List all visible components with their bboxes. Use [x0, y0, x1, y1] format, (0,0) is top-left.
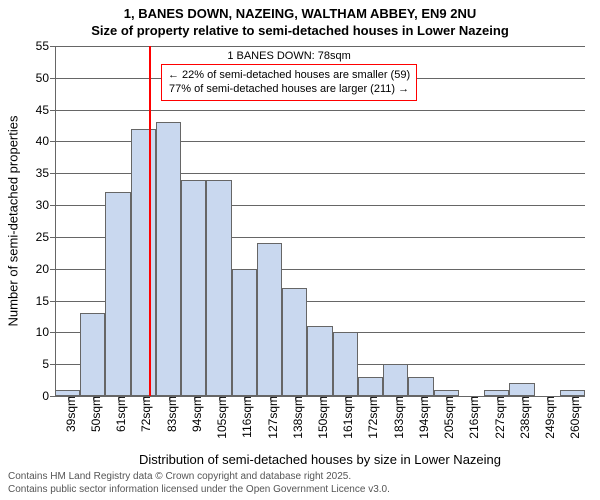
xtick-label: 194sqm [411, 396, 431, 439]
histogram-bar [358, 377, 383, 396]
xtick-label: 260sqm [562, 396, 582, 439]
ytick-label: 10 [36, 325, 55, 339]
xtick-label: 183sqm [386, 396, 406, 439]
xtick-label: 138sqm [285, 396, 305, 439]
histogram-bar [206, 180, 231, 396]
histogram-bar [80, 313, 105, 396]
ytick-label: 40 [36, 134, 55, 148]
ytick-label: 0 [42, 389, 55, 403]
gridline [55, 110, 585, 111]
xtick-label: 105sqm [209, 396, 229, 439]
attribution-footer: Contains HM Land Registry data © Crown c… [8, 471, 390, 496]
xtick-label: 50sqm [83, 396, 103, 432]
annotation-line: 77% of semi-detached houses are larger (… [168, 82, 410, 96]
histogram-bar [307, 326, 332, 396]
y-axis-line [55, 46, 56, 396]
ytick-label: 35 [36, 166, 55, 180]
title-line-1: 1, BANES DOWN, NAZEING, WALTHAM ABBEY, E… [0, 6, 600, 23]
marker-line [149, 46, 151, 396]
y-axis-label: Number of semi-detached properties [6, 116, 21, 327]
annotation-box: ← 22% of semi-detached houses are smalle… [161, 64, 417, 101]
annotation-wrap: 1 BANES DOWN: 78sqm ← 22% of semi-detache… [161, 50, 417, 101]
xtick-label: 205sqm [436, 396, 456, 439]
xtick-label: 116sqm [234, 396, 254, 438]
histogram-bar [509, 383, 534, 396]
histogram-bar [181, 180, 206, 396]
x-axis-line [55, 396, 585, 397]
histogram-bar [257, 243, 282, 396]
xtick-label: 172sqm [360, 396, 380, 439]
xtick-label: 238sqm [512, 396, 532, 439]
footer-line-2: Contains public sector information licen… [8, 484, 390, 497]
histogram-bar [282, 288, 307, 396]
ytick-label: 15 [36, 294, 55, 308]
xtick-label: 94sqm [184, 396, 204, 432]
histogram-bar [232, 269, 257, 396]
xtick-label: 249sqm [537, 396, 557, 439]
chart-title: 1, BANES DOWN, NAZEING, WALTHAM ABBEY, E… [0, 0, 600, 40]
ytick-label: 55 [36, 39, 55, 53]
histogram-bar [383, 364, 408, 396]
histogram-bar [333, 332, 358, 396]
annotation-title: 1 BANES DOWN: 78sqm [161, 50, 417, 62]
xtick-label: 161sqm [335, 396, 355, 439]
xtick-label: 61sqm [108, 396, 128, 432]
ytick-label: 5 [42, 357, 55, 371]
ytick-label: 50 [36, 71, 55, 85]
xtick-label: 216sqm [461, 396, 481, 439]
annotation-line: ← 22% of semi-detached houses are smalle… [168, 68, 410, 82]
ytick-label: 25 [36, 230, 55, 244]
xtick-label: 127sqm [260, 396, 280, 439]
footer-line-1: Contains HM Land Registry data © Crown c… [8, 471, 390, 484]
histogram-bar [156, 122, 181, 396]
xtick-label: 227sqm [487, 396, 507, 439]
histogram-bar [105, 192, 130, 396]
ytick-label: 30 [36, 198, 55, 212]
gridline [55, 46, 585, 47]
histogram-bar [131, 129, 156, 396]
title-line-2: Size of property relative to semi-detach… [0, 23, 600, 40]
xtick-label: 39sqm [58, 396, 78, 432]
xtick-label: 150sqm [310, 396, 330, 439]
xtick-label: 72sqm [133, 396, 153, 432]
ytick-label: 45 [36, 103, 55, 117]
histogram-plot: 051015202530354045505539sqm50sqm61sqm72s… [55, 46, 585, 396]
x-axis-label: Distribution of semi-detached houses by … [55, 452, 585, 467]
xtick-label: 83sqm [159, 396, 179, 432]
ytick-label: 20 [36, 262, 55, 276]
histogram-bar [408, 377, 433, 396]
